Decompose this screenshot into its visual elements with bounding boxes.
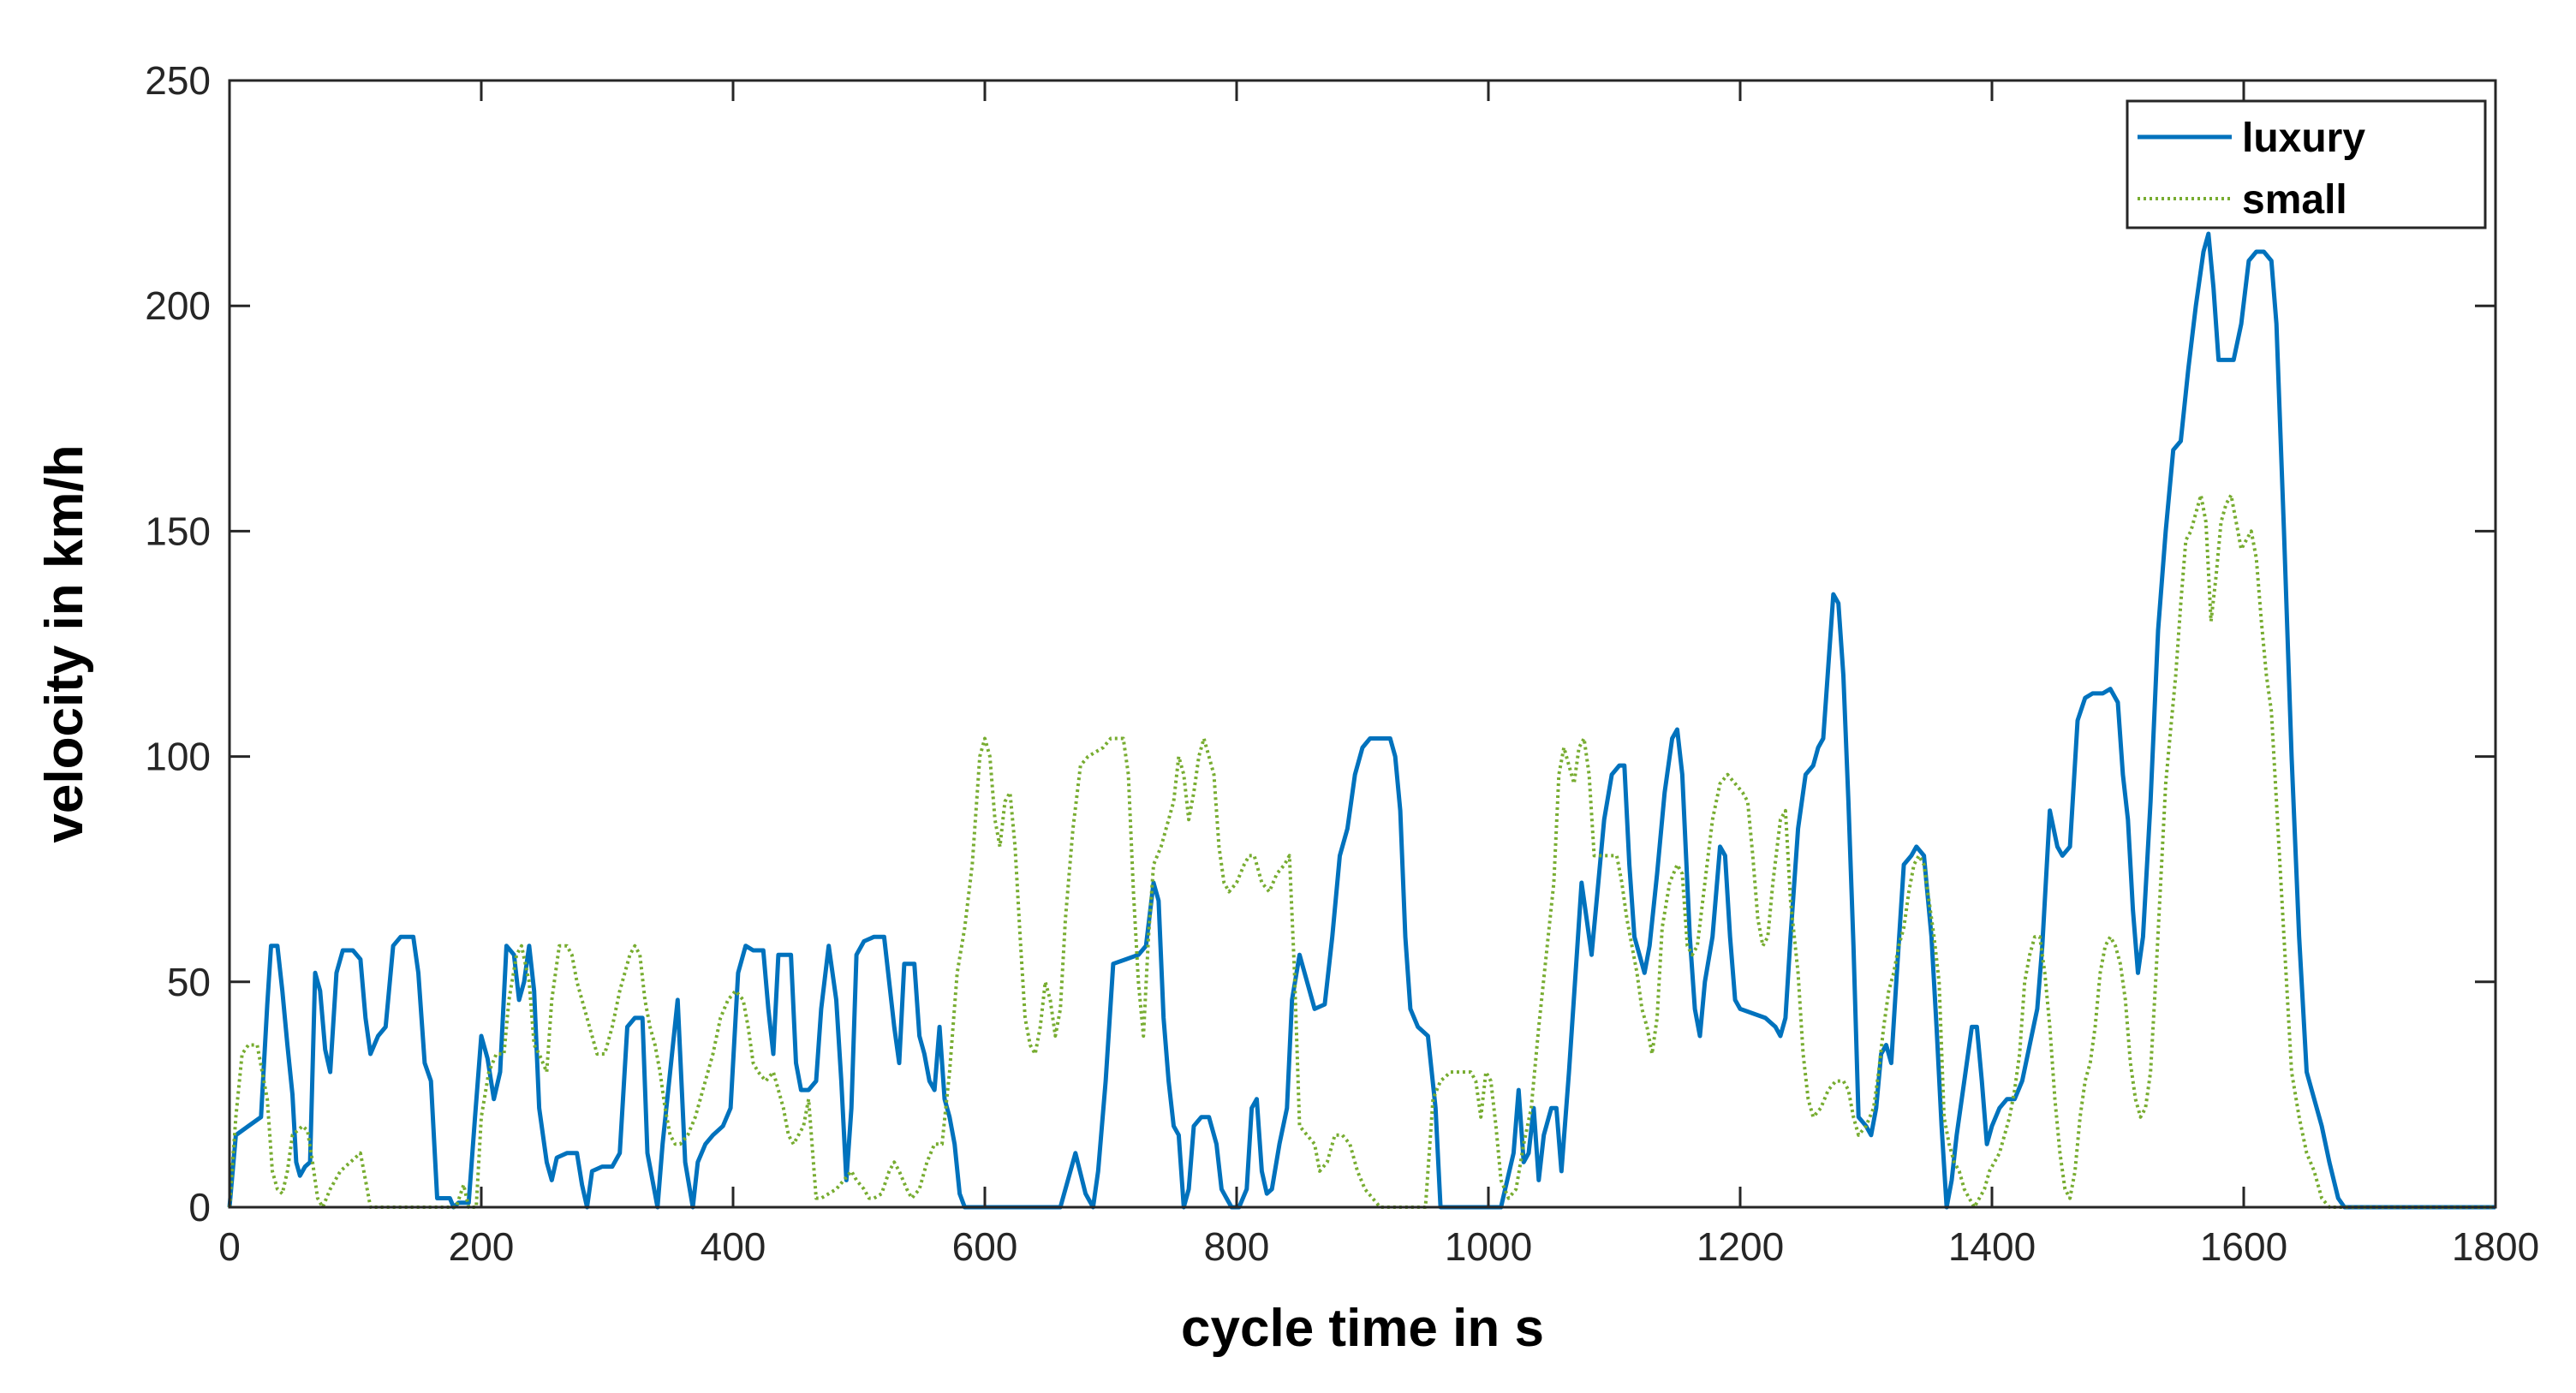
x-tick-label: 400 (701, 1224, 766, 1269)
x-tick-label: 1200 (1696, 1224, 1784, 1269)
x-axis-label: cycle time in s (1181, 1299, 1544, 1358)
x-tick-label: 1000 (1445, 1224, 1532, 1269)
series-line-luxury (227, 231, 2496, 1210)
x-tick-label: 800 (1204, 1224, 1270, 1269)
tick-layer: 0 200 400 600 800 1000 1200 1400 1600 1800 0 50 100 1… (145, 58, 2539, 1269)
legend-label-luxury: luxury (2242, 116, 2365, 161)
y-tick-label: 200 (145, 283, 211, 328)
x-tick-label: 600 (952, 1224, 1018, 1269)
plot-area (230, 80, 2496, 1207)
series-layer (227, 231, 2496, 1210)
x-tick-label: 1400 (1948, 1224, 2036, 1269)
legend-box (2126, 99, 2487, 229)
y-tick-label: 150 (145, 509, 211, 553)
y-tick-label: 100 (145, 735, 211, 779)
series-line-small (228, 493, 2496, 1209)
plot-frame (228, 79, 2497, 1209)
x-tick-label: 1800 (2452, 1224, 2539, 1269)
x-tick-label: 0 (218, 1224, 241, 1269)
y-tick-label: 250 (145, 58, 211, 103)
y-tick-label: 0 (188, 1185, 211, 1229)
x-tick-label: 1600 (2200, 1224, 2287, 1269)
y-tick-label: 50 (167, 960, 211, 1004)
legend-label-small: small (2242, 177, 2347, 223)
legend: luxury small (2126, 99, 2487, 229)
x-tick-label: 200 (449, 1224, 515, 1269)
y-axis-label: velocity in km/h (35, 444, 94, 842)
